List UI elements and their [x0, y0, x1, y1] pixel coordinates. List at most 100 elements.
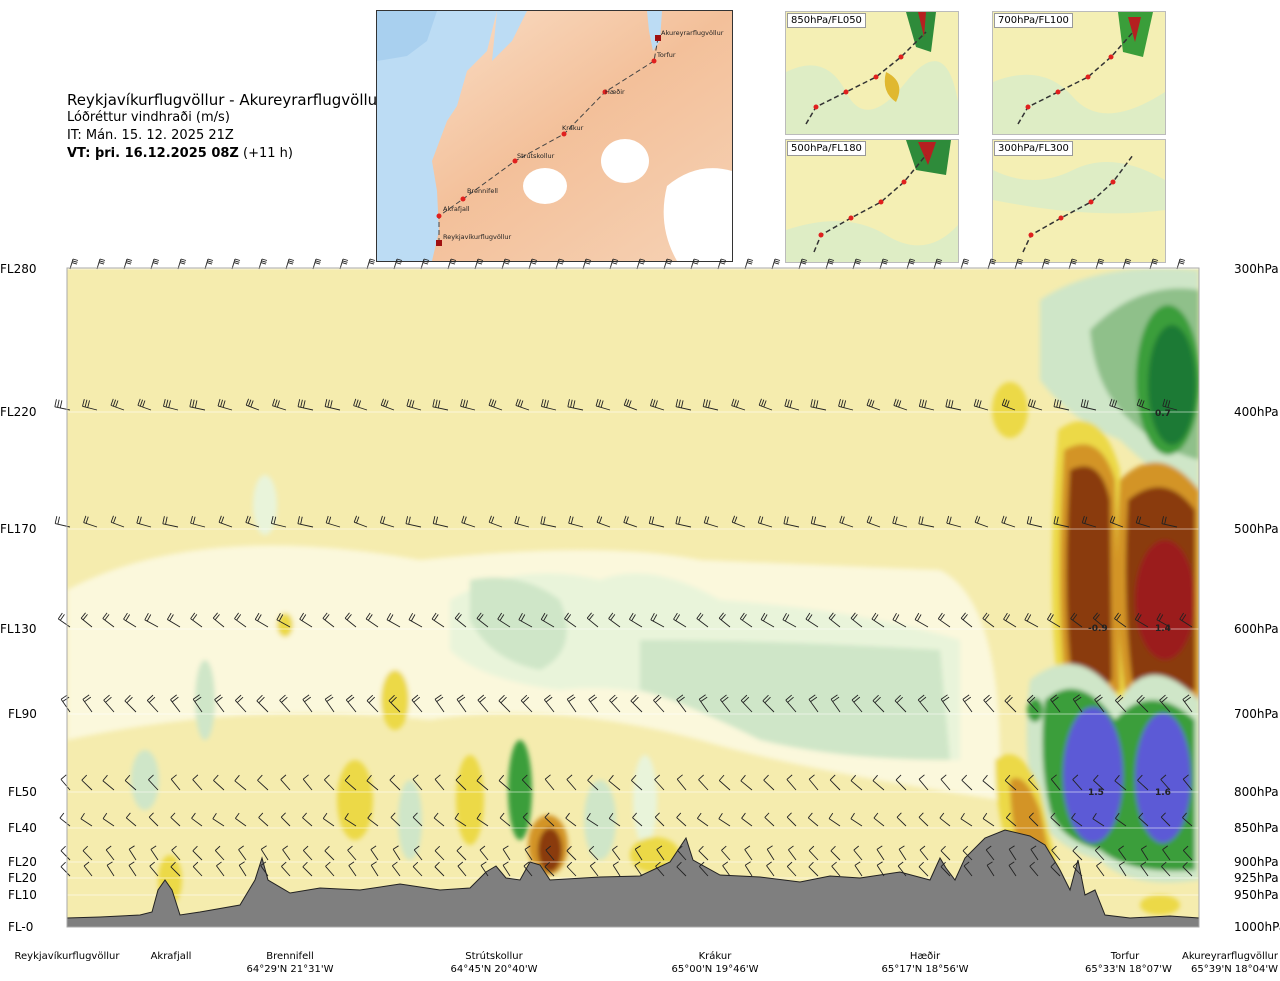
wind-barb: [282, 845, 291, 861]
thumbnail-500hpa[interactable]: 500hPa/FL180: [785, 139, 959, 263]
wind-barb: [302, 861, 313, 877]
wind-barb: [502, 861, 511, 877]
wind-barb: [788, 845, 797, 861]
wind-barb: [325, 515, 341, 528]
map-label-brennifell: Brennifell: [467, 187, 498, 195]
wind-barb: [105, 845, 115, 861]
wind-barb: [258, 812, 269, 827]
field-contour: [995, 754, 1060, 886]
wind-barb: [918, 774, 929, 791]
wind-barb: [1026, 694, 1039, 713]
wind-barb: [786, 774, 797, 791]
thumbnail-300hpa[interactable]: 300hPa/FL300: [992, 139, 1166, 263]
right-axis-label: 950hPa: [1234, 888, 1279, 902]
wind-barb: [838, 398, 854, 411]
wind-barb: [433, 812, 445, 827]
wind-barb: [1072, 774, 1083, 791]
wind-barb: [96, 258, 106, 270]
location-name: Krákur: [698, 951, 732, 962]
wind-barb: [170, 812, 181, 827]
wind-barb: [412, 774, 423, 791]
field-contour: [630, 837, 680, 873]
wind-barb: [1008, 861, 1017, 877]
wind-barb: [653, 694, 665, 713]
left-axis-label: FL10: [8, 888, 37, 902]
wind-barb: [144, 612, 159, 628]
wind-barb: [1182, 774, 1193, 791]
wind-barb: [676, 774, 687, 791]
field-contour: [992, 382, 1028, 438]
map-label-krakur: Krákur: [562, 124, 584, 132]
wind-barb: [380, 398, 395, 411]
wind-barb: [128, 861, 137, 877]
wind-barb: [543, 694, 555, 713]
location-coord: 64°45'N 20°40'W: [450, 964, 538, 975]
wind-barb: [386, 612, 401, 628]
wind-barb: [256, 694, 269, 713]
right-axis-label: 700hPa: [1234, 707, 1279, 721]
wind-barb: [757, 515, 773, 528]
wind-barb: [520, 694, 533, 713]
wind-barb: [412, 812, 423, 827]
bottom-location: Strútskollur 64°45'N 20°40'W: [439, 950, 549, 976]
wind-barb: [166, 612, 181, 628]
field-contour: [195, 660, 215, 740]
wind-barb: [204, 258, 214, 270]
wind-barb: [1004, 694, 1017, 713]
wind-barb: [782, 612, 797, 628]
wind-barb: [873, 812, 885, 827]
wind-barb: [758, 398, 773, 411]
left-axis-label: FL20: [8, 855, 37, 869]
wind-barb: [588, 845, 599, 861]
wind-barb: [586, 812, 599, 827]
route-map-svg: Reykjavíkurflugvöllur Akrafjall Brennife…: [377, 11, 732, 261]
wind-barb: [587, 774, 599, 791]
wind-barb: [324, 399, 341, 411]
wind-barb: [718, 612, 731, 628]
wind-barb: [1050, 694, 1061, 713]
wind-barb: [322, 612, 335, 628]
wind-barb: [940, 774, 951, 791]
field-contour-blue: [1063, 707, 1123, 843]
field-contour: [277, 613, 293, 637]
field-contour: [253, 475, 277, 535]
wind-barb: [148, 774, 159, 791]
wind-barb: [1081, 515, 1097, 528]
wind-barb: [608, 774, 621, 791]
thumbnail-700hpa[interactable]: 700hPa/FL100: [992, 11, 1166, 135]
wind-barb: [83, 861, 93, 877]
wind-barb: [673, 612, 687, 628]
wind-barb: [1109, 398, 1124, 411]
wind-barb: [983, 694, 995, 713]
wind-barb: [1050, 812, 1061, 827]
wind-barb: [190, 612, 203, 628]
wind-barb: [280, 812, 291, 827]
wind-barb: [432, 399, 449, 411]
wind-barb: [391, 861, 401, 877]
wind-barb: [212, 812, 225, 827]
plot-frame: [66, 267, 1200, 928]
wind-barb: [1053, 516, 1070, 528]
wind-barb: [828, 812, 841, 827]
left-axis-label: FL220: [0, 405, 37, 419]
wind-barb: [214, 694, 225, 713]
wind-barb: [676, 812, 687, 827]
bottom-location: Hæðir 65°17'N 18°56'W: [870, 950, 980, 976]
wind-barb: [810, 399, 827, 411]
wind-barb: [370, 845, 379, 861]
wind-barb: [390, 812, 401, 827]
field-contour: [470, 577, 567, 670]
wind-barb: [1109, 515, 1124, 528]
wind-barb: [1003, 612, 1017, 628]
field-value-label: 1.6: [1155, 788, 1171, 798]
wind-barb: [1179, 612, 1193, 628]
wind-barb: [488, 398, 503, 411]
wind-barb: [405, 516, 422, 528]
thumbnail-850hpa[interactable]: 850hPa/FL050: [785, 11, 959, 135]
wind-barb: [872, 774, 885, 791]
wind-barb: [608, 812, 621, 827]
wind-barb: [703, 515, 719, 528]
wind-barb: [124, 774, 137, 791]
wind-barb: [80, 812, 93, 827]
left-axis-label: FL130: [0, 622, 37, 636]
